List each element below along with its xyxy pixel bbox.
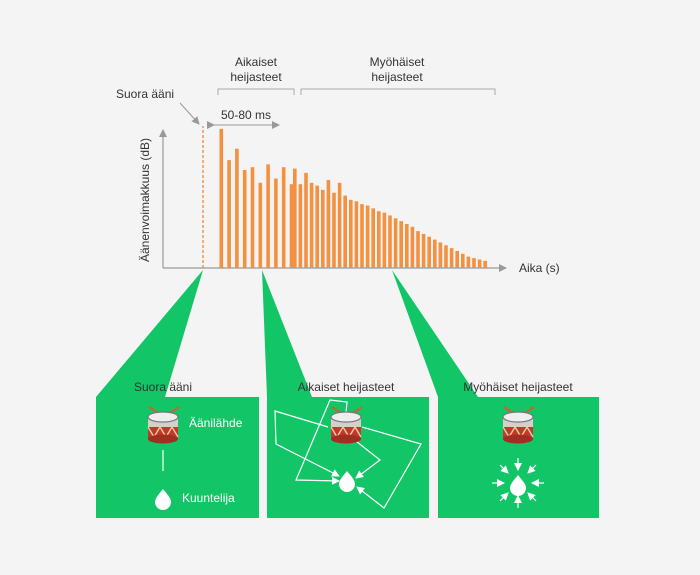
late-reflection-bar [293, 168, 297, 268]
late-reflection-bar [343, 195, 347, 268]
early-reflection-bar [274, 178, 278, 268]
late-label-line1: Myöhäiset [370, 55, 425, 69]
early-reflection-bar [242, 170, 247, 268]
early-reflection-bar [219, 128, 224, 268]
late-reflection-bar [438, 242, 443, 268]
late-reflection-bar [444, 245, 448, 268]
late-reflection-bar [354, 201, 359, 268]
listener-label: Kuuntelija [182, 491, 235, 505]
late-reflection-bar [410, 226, 415, 268]
late-reflection-bar [433, 239, 437, 268]
late-reflection-bar [326, 179, 331, 268]
early-label-line2: heijasteet [230, 70, 282, 84]
early-reflection-bar [235, 148, 239, 268]
direct-connector [96, 270, 203, 397]
late-reflection-bar [315, 185, 319, 268]
late-reflection-bar [321, 189, 325, 268]
panel-early-title: Aikaiset heijasteet [298, 380, 395, 394]
panel-late-title: Myöhäiset heijasteet [463, 380, 573, 394]
panel-direct-title: Suora ääni [134, 380, 192, 394]
early-label-line1: Aikaiset [235, 55, 278, 69]
early-reflection-bar [289, 184, 294, 268]
late-reflection-bar [477, 259, 482, 268]
late-reflection-bar [337, 182, 342, 268]
late-reflection-bar [405, 223, 409, 268]
late-reflection-bar [455, 250, 459, 268]
early-reflection-bar [258, 182, 263, 268]
late-reflection-bar [399, 221, 403, 268]
panel-early: Aikaiset heijasteet [267, 380, 429, 518]
late-reflection-bar [421, 233, 426, 268]
bars-layer [202, 126, 487, 268]
late-bracket [300, 88, 496, 95]
source-label: Äänilähde [189, 416, 243, 430]
late-reflection-bar [360, 204, 364, 268]
late-reflection-bar [472, 258, 476, 268]
late-reflection-bar [466, 256, 471, 268]
panel-late: Myöhäiset heijasteet [438, 380, 599, 518]
late-reflection-bar [298, 184, 303, 268]
late-label-line2: heijasteet [371, 70, 423, 84]
late-reflection-bar [449, 248, 454, 268]
late-reflection-bar [332, 192, 336, 268]
late-connector [392, 270, 478, 397]
y-axis-label: Äänenvoimakkuus (dB) [138, 138, 152, 262]
early-reflection-bar [281, 167, 286, 268]
late-reflection-bar [416, 231, 420, 268]
direct-sound-label: Suora ääni [116, 87, 174, 101]
interval-label: 50-80 ms [221, 108, 271, 122]
panel-direct: Suora ääni Äänilähde Kuuntelija [96, 380, 259, 518]
x-axis-label: Aika (s) [519, 261, 560, 275]
early-connector [262, 270, 312, 397]
late-reflection-bar [349, 199, 353, 268]
late-reflection-bar [427, 236, 431, 268]
late-reflection-bar [388, 215, 392, 268]
late-reflection-bar [304, 172, 308, 268]
late-reflection-bar [377, 211, 381, 268]
late-reflection-bar [483, 260, 487, 268]
early-reflection-bar [250, 167, 255, 268]
direct-sound-pointer [179, 102, 200, 125]
late-reflection-bar [382, 212, 387, 268]
early-reflection-bar [227, 160, 231, 268]
diffuse-arrows [492, 458, 544, 508]
late-reflection-bar [371, 208, 375, 268]
early-bracket [217, 88, 295, 95]
late-reflection-bar [309, 182, 314, 268]
late-reflection-bar [365, 205, 370, 268]
early-reflection-bar [266, 164, 270, 268]
late-reflection-bar [393, 218, 398, 268]
late-reflection-bar [461, 253, 465, 268]
